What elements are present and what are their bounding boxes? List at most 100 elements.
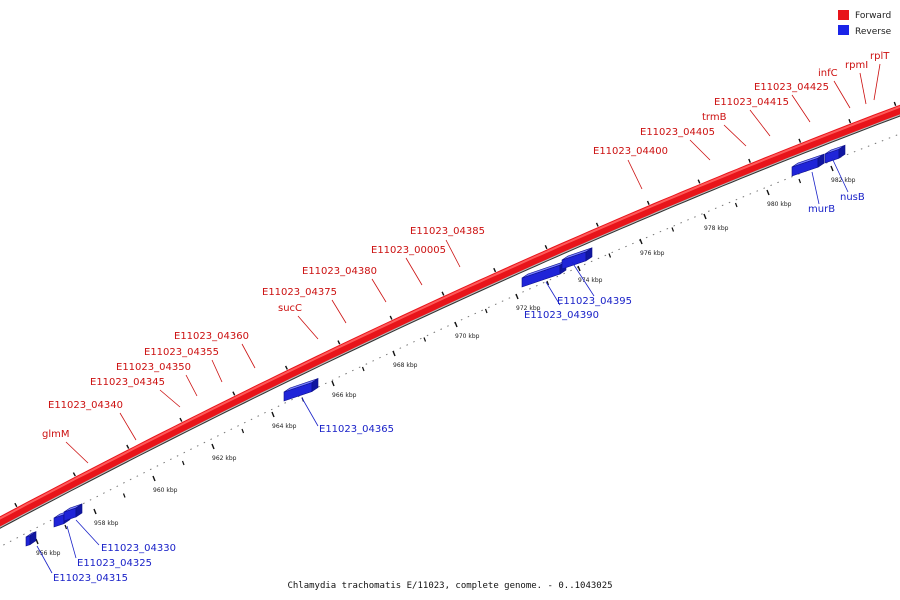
forward-gene-label: E11023_04355 — [144, 347, 219, 358]
ruler-minor-tick — [484, 308, 488, 314]
backbone-tick — [441, 291, 445, 296]
forward-gene-label: E11023_04345 — [90, 377, 165, 388]
forward-gene-leader — [331, 299, 347, 324]
forward-gene-label: rpmI — [845, 60, 868, 71]
ruler-minor-tick — [241, 428, 245, 434]
reverse-gene-block-04395 — [561, 247, 593, 270]
ruler-minor-tick — [64, 524, 68, 530]
ruler-minor-tick — [671, 227, 675, 232]
forward-gene-label: E11023_04425 — [754, 82, 829, 93]
forward-gene-label: E11023_04350 — [116, 362, 191, 373]
reverse-gene-label: E11023_04390 — [524, 310, 599, 321]
forward-gene-leader — [445, 239, 461, 268]
reverse-gene-label: E11023_04365 — [319, 424, 394, 435]
genome-backbone — [0, 101, 900, 529]
ruler-tick — [515, 293, 519, 300]
forward-gene-leader — [119, 412, 137, 441]
reverse-gene-block-04315 — [25, 531, 37, 547]
backbone-tick — [232, 391, 236, 396]
forward-gene-label: E11023_04340 — [48, 400, 123, 411]
backbone-tick — [14, 502, 18, 508]
legend-reverse-label: Reverse — [855, 27, 892, 37]
forward-gene-leader — [689, 139, 711, 161]
ruler-minor-tick — [122, 493, 126, 498]
reverse-gene-block-murB — [791, 153, 825, 177]
legend: Forward Reverse — [838, 10, 892, 37]
ruler-tick-label: 974 kbp — [578, 277, 603, 284]
backbone-tick — [697, 179, 701, 184]
backbone-tick — [544, 245, 548, 250]
ruler-tick-label: 976 kbp — [640, 250, 665, 257]
forward-gene-leader — [749, 109, 771, 137]
forward-gene-label: E11023_04360 — [174, 331, 249, 342]
ruler-minor-tick — [608, 253, 612, 258]
forward-gene-leader — [723, 124, 747, 147]
forward-gene-label: sucC — [278, 303, 302, 314]
ruler-tick — [271, 411, 275, 418]
forward-gene-label: infC — [818, 68, 838, 79]
ruler-tick-label: 964 kbp — [272, 423, 297, 430]
ruler-tick — [93, 508, 97, 515]
backbone-tick — [179, 417, 183, 422]
backbone-tick — [126, 444, 130, 449]
forward-gene-label: rplT — [870, 51, 890, 62]
backbone-shade — [0, 113, 900, 528]
forward-strand-highlight — [0, 105, 900, 520]
ruler-minor-tick — [734, 202, 738, 208]
reverse-gene-leader — [831, 157, 849, 193]
ruler-minor-tick — [546, 280, 550, 286]
backbone-tick — [284, 365, 288, 370]
ruler-tick — [392, 350, 396, 357]
forward-gene-label: E11023_04380 — [302, 266, 377, 277]
ruler-tick-label: 958 kbp — [94, 520, 119, 527]
forward-gene-label: E11023_04415 — [714, 97, 789, 108]
reverse-gene-block-04330 — [63, 503, 83, 522]
features: glmM E11023_04340 E11023_04345 E11023_04350… — [25, 51, 890, 584]
reverse-gene-label: E11023_04395 — [557, 296, 632, 307]
reverse-gene-label: E11023_04315 — [53, 573, 128, 584]
reverse-gene-label: E11023_04325 — [77, 558, 152, 569]
ruler-tick — [766, 189, 770, 196]
forward-strand-bar — [0, 104, 900, 527]
ruler-tick-label: 962 kbp — [212, 455, 237, 462]
ruler-tick-label: 966 kbp — [332, 392, 357, 399]
forward-gene-leader — [405, 257, 423, 286]
reverse-gene-label: E11023_04330 — [101, 543, 176, 554]
forward-gene-label: glmM — [42, 429, 70, 440]
ruler-minor-tick — [361, 366, 365, 372]
forward-gene-leader — [65, 441, 89, 464]
backbone-tick — [493, 267, 497, 273]
ruler-tick-label: 972 kbp — [516, 305, 541, 312]
backbone-tick — [646, 200, 650, 205]
ruler-tick — [703, 213, 707, 220]
forward-gene-leader — [159, 389, 181, 408]
reverse-gene-leader — [545, 281, 561, 306]
ruler-tick-label: 956 kbp — [36, 550, 61, 557]
backbone-tick — [798, 138, 802, 143]
ruler-tick-label: 980 kbp — [767, 201, 792, 208]
reverse-gene-leader — [811, 171, 820, 205]
ruler-tick — [35, 538, 39, 545]
page-title: Chlamydia trachomatis E/11023, complete … — [287, 581, 612, 591]
backbone-shadow — [0, 115, 900, 529]
forward-gene-leader — [211, 359, 223, 383]
reverse-gene-leader — [36, 545, 53, 574]
ruler-minor-tick — [181, 460, 185, 466]
ruler: 956 kbp 958 kbp 960 kbp 962 kbp 964 kbp 966 k… — [0, 133, 900, 557]
forward-gene-label: E11023_04400 — [593, 146, 668, 157]
reverse-gene-leader — [301, 397, 319, 427]
forward-gene-leader — [833, 80, 851, 109]
forward-gene-label: E11023_04385 — [410, 226, 485, 237]
ruler-tick-label: 982 kbp — [831, 177, 856, 184]
ruler-tick — [830, 165, 834, 172]
reverse-gene-leader — [66, 525, 77, 559]
ruler-tick-label: 970 kbp — [455, 333, 480, 340]
forward-gene-leader — [297, 315, 319, 340]
backbone-tick — [748, 158, 751, 163]
reverse-gene-label: murB — [808, 204, 835, 215]
forward-gene-leader — [873, 63, 881, 101]
ruler-tick — [577, 265, 581, 272]
ruler-tick-label: 978 kbp — [704, 225, 729, 232]
reverse-gene-leader — [75, 519, 100, 546]
forward-gene-leader — [241, 343, 256, 369]
